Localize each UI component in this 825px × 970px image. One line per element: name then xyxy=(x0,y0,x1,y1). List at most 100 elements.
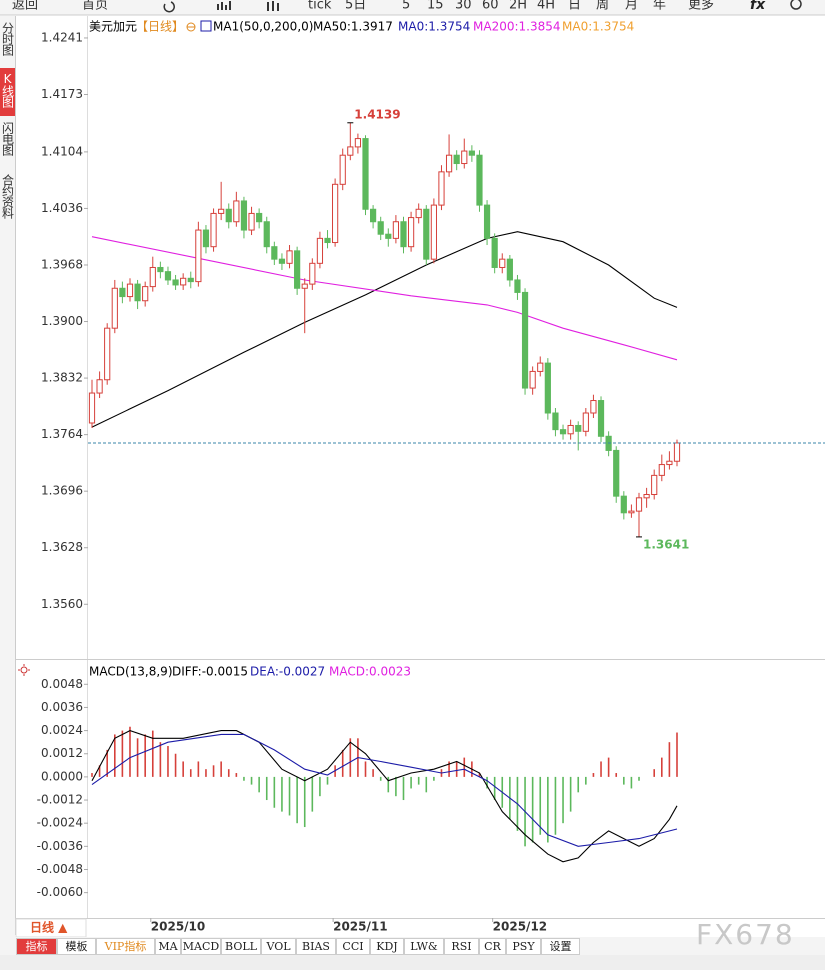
toolbar-button[interactable]: 首页 xyxy=(82,0,108,13)
toolbar-button[interactable]: 2H xyxy=(509,0,527,13)
y-tick-label: 1.4173 xyxy=(41,87,83,101)
tab[interactable] xyxy=(57,938,96,955)
toolbar-button[interactable]: 日 xyxy=(568,0,581,13)
tab[interactable] xyxy=(541,938,580,955)
tab[interactable] xyxy=(221,938,261,955)
tab-label[interactable]: VIP指标 xyxy=(104,939,147,953)
chart-title: 美元加元 xyxy=(89,20,137,34)
candle-body xyxy=(362,138,369,210)
y-tick-label: 1.3968 xyxy=(41,257,83,271)
sidebar-item[interactable]: 闪电图 xyxy=(1,122,15,156)
toolbar-button[interactable]: 60 xyxy=(482,0,499,13)
x-tick-label: 2025/10 xyxy=(151,920,205,934)
tab[interactable] xyxy=(261,938,296,955)
candle-body xyxy=(666,460,673,466)
toolbar-button[interactable]: 更多 xyxy=(688,0,714,13)
settings-icon[interactable] xyxy=(20,666,28,674)
candle-icon[interactable] xyxy=(267,1,279,11)
tab-label[interactable]: VOL xyxy=(265,940,291,953)
tab-label[interactable]: 模板 xyxy=(66,939,88,953)
sidebar-item[interactable]: 合约资料 xyxy=(1,173,15,219)
chart-icon[interactable] xyxy=(217,1,231,10)
indicator-line xyxy=(91,730,678,863)
candle-body xyxy=(392,221,399,239)
sidebar-item[interactable]: 分时图 xyxy=(1,22,15,56)
tab[interactable] xyxy=(296,938,336,955)
y-tick-label: 1.4241 xyxy=(41,30,83,44)
y-tick-label: 1.3832 xyxy=(41,371,83,385)
tab-label[interactable]: KDJ xyxy=(376,940,397,953)
y-tick-label: 1.4036 xyxy=(41,201,83,215)
candle-body xyxy=(552,412,559,431)
candle-body xyxy=(476,154,483,206)
candle-body xyxy=(233,200,240,223)
toolbar-button[interactable]: 15 xyxy=(427,0,444,13)
zoom-icon[interactable] xyxy=(790,0,802,10)
toolbar-button[interactable]: 年 xyxy=(653,0,666,13)
toolbar-button[interactable]: 5 xyxy=(402,0,410,13)
panel-title: MACD(13,8,9) xyxy=(89,665,173,679)
tab-label[interactable]: MACD xyxy=(183,940,220,953)
candle-body xyxy=(514,279,521,293)
sidebar-item[interactable]: K线图 xyxy=(1,72,15,108)
tab[interactable] xyxy=(444,938,479,955)
candle-body xyxy=(286,250,293,264)
y-tick-label: 1.4104 xyxy=(41,144,83,158)
x-tick-label: 2025/12 xyxy=(493,920,547,934)
tab[interactable] xyxy=(96,938,155,955)
toolbar-button[interactable]: 周 xyxy=(596,0,609,13)
tab-label[interactable]: PSY xyxy=(512,940,535,953)
period-selector[interactable]: 日线 ▲ xyxy=(30,920,68,935)
tab-label[interactable]: BIAS xyxy=(302,940,330,953)
y-tick-label: 0.0024 xyxy=(41,723,83,737)
y-tick-label: -0.0060 xyxy=(37,885,83,899)
period-label: 【日线】 xyxy=(136,20,184,34)
tab-label[interactable]: CR xyxy=(484,940,501,953)
candle-body xyxy=(445,154,453,173)
legend-item: MACD:0.0023 xyxy=(329,665,411,679)
candle-body xyxy=(407,217,415,248)
tab[interactable] xyxy=(370,938,404,955)
candle-body xyxy=(415,208,422,219)
max-label: 1.4139 xyxy=(354,107,400,121)
toolbar-button[interactable]: 5日 xyxy=(345,0,366,13)
toolbar-button[interactable]: tick xyxy=(308,0,332,13)
y-tick-label: 1.3628 xyxy=(41,540,83,554)
refresh-icon[interactable] xyxy=(163,1,175,13)
candle-body xyxy=(248,212,255,231)
tab[interactable] xyxy=(155,938,181,955)
tab[interactable] xyxy=(404,938,444,955)
tab-label[interactable]: CCI xyxy=(342,940,363,953)
tab[interactable] xyxy=(479,938,506,955)
candle-body xyxy=(377,221,384,235)
header-label: MA0:1.3754 xyxy=(398,20,470,34)
tab[interactable] xyxy=(336,938,370,955)
tab-label[interactable]: 设置 xyxy=(550,940,572,953)
toolbar-button[interactable]: 返回 xyxy=(12,0,38,13)
tab-label[interactable]: LW& xyxy=(410,940,438,953)
candle-body xyxy=(575,424,582,432)
tab-label[interactable]: RSI xyxy=(451,940,471,953)
candle-body xyxy=(597,400,605,437)
tab-label[interactable]: 指标 xyxy=(26,939,48,953)
candle-body xyxy=(658,464,665,476)
toolbar-button[interactable]: 30 xyxy=(455,0,472,13)
candle-body xyxy=(324,237,331,244)
tab[interactable] xyxy=(506,938,541,955)
tab[interactable] xyxy=(181,938,221,955)
toolbar-button[interactable]: 4H xyxy=(537,0,555,13)
candle-body xyxy=(187,277,194,283)
indicator-label: MA1(50,0,200,0) xyxy=(213,20,313,34)
candle-body xyxy=(309,262,316,285)
candle-body xyxy=(316,237,324,264)
toolbar-button[interactable]: 月 xyxy=(625,0,638,13)
indicator-icon[interactable] xyxy=(200,20,212,32)
tab[interactable] xyxy=(16,938,57,955)
fx-icon[interactable]: fx xyxy=(750,0,766,13)
candle-body xyxy=(643,494,650,499)
candle-body xyxy=(104,327,111,381)
tab-label[interactable]: BOLL xyxy=(225,940,258,953)
tab-label[interactable]: MA xyxy=(158,940,178,953)
candle-body xyxy=(537,362,544,372)
